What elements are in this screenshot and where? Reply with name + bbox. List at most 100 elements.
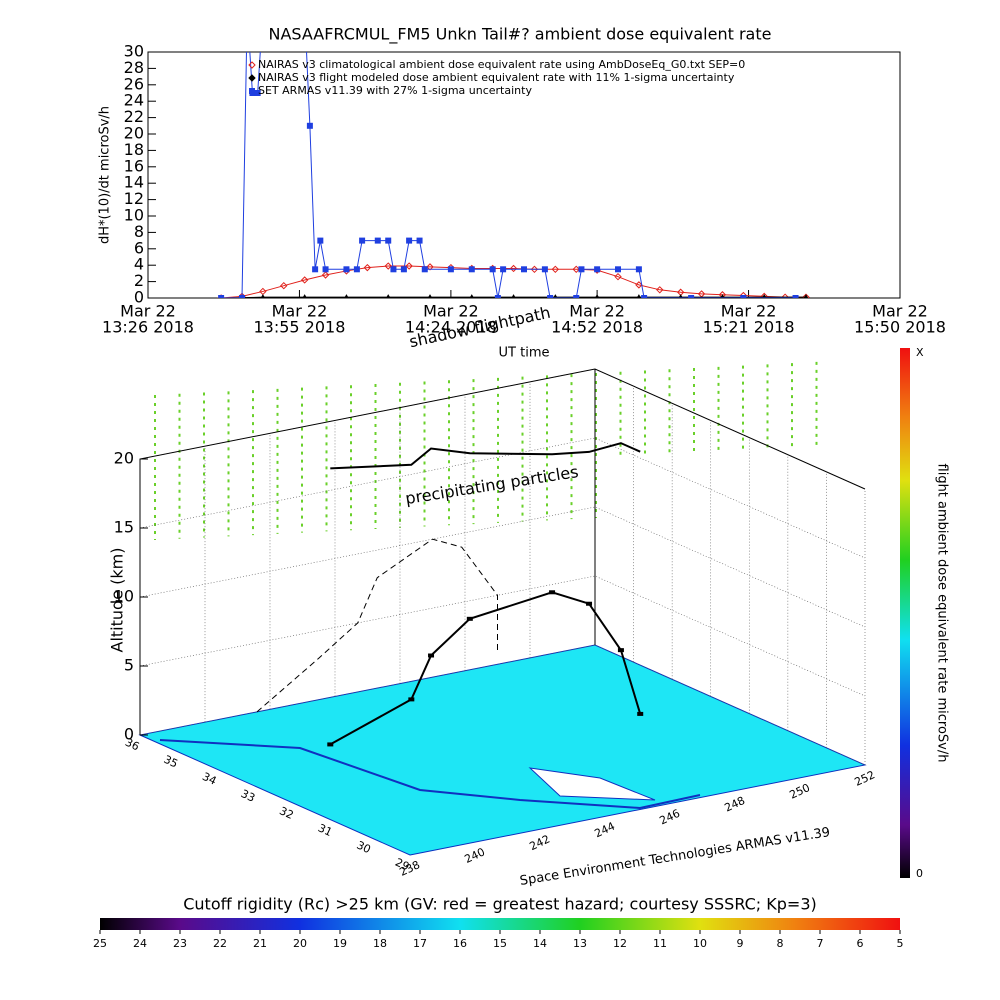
colorbar-tick-label: 20 — [293, 937, 307, 950]
point — [530, 265, 539, 274]
colorbar-title: Cutoff rigidity (Rc) >25 km (GV: red = g… — [183, 895, 817, 914]
flight-point — [466, 616, 473, 621]
credit: Space Environment Technologies ARMAS v11… — [519, 825, 831, 889]
y-tick-label: 20 — [124, 124, 144, 143]
lat-tick-label: 36 — [123, 736, 141, 754]
grid-line — [139, 506, 866, 628]
point — [636, 294, 642, 298]
y-tick-label: 18 — [124, 140, 144, 159]
dose-colorbar — [900, 348, 910, 878]
box-edge — [139, 368, 866, 735]
land — [528, 767, 656, 801]
point — [385, 294, 391, 298]
x-tick-label: Mar 22 — [721, 302, 777, 321]
colorbar-tick-label: 18 — [373, 937, 387, 950]
point — [761, 294, 767, 298]
point — [300, 276, 309, 284]
point — [302, 294, 307, 298]
colorbar-tick-label: 24 — [133, 937, 147, 950]
point — [390, 266, 397, 273]
point — [635, 281, 643, 289]
flight-point — [428, 653, 435, 658]
colorbar-tick-label: 10 — [693, 937, 707, 950]
x-tick-label: Mar 22 — [569, 302, 625, 321]
lat-tick-label: 29 — [393, 856, 411, 874]
floor-map — [138, 644, 867, 856]
point — [541, 266, 548, 273]
plot-area — [217, 8, 810, 298]
x-axis-label: UT time — [499, 346, 550, 361]
y-tick-label: 8 — [134, 222, 144, 241]
point — [760, 292, 768, 298]
colorbar-tick-label: 5 — [897, 937, 904, 950]
scene-3d: 0510152023824024224424624825025236353433… — [114, 361, 877, 879]
y-tick-label: 22 — [124, 107, 144, 126]
flight-point — [637, 711, 644, 716]
z-tick-label: 20 — [114, 449, 134, 468]
colorbar-tick-label: 21 — [253, 937, 267, 950]
colorbar-tick-label: 6 — [857, 937, 864, 950]
colorbar-tick-label: 13 — [573, 937, 587, 950]
colorbar-tick-label: 25 — [93, 937, 107, 950]
y-tick-label: 10 — [124, 206, 144, 225]
z-tick-label: 5 — [124, 656, 134, 675]
point — [260, 8, 266, 14]
colorbar-tick-label: 16 — [453, 937, 467, 950]
colorbar-title: flight ambient dose equivalent rate micr… — [935, 464, 950, 763]
point — [426, 263, 434, 271]
series-line — [221, 265, 806, 298]
point — [494, 295, 501, 298]
point — [511, 294, 516, 298]
point — [509, 264, 518, 273]
colorbar-tick-label: 15 — [493, 937, 507, 950]
point — [678, 294, 683, 298]
y-tick-label: 30 — [124, 42, 144, 61]
point — [572, 265, 580, 274]
point — [374, 237, 381, 244]
point — [384, 262, 392, 270]
point — [739, 291, 748, 298]
colorbar-tick-label: 19 — [333, 937, 347, 950]
point — [260, 294, 266, 298]
y-tick-label: 6 — [134, 238, 144, 257]
x-tick-label: Mar 22 — [272, 302, 328, 321]
colorbar-tick-label: 14 — [533, 937, 547, 950]
colorbar-tick-label: 23 — [173, 937, 187, 950]
point — [405, 262, 413, 270]
point — [802, 293, 810, 298]
point — [553, 294, 558, 298]
point — [280, 281, 288, 290]
legend-label: NAIRAS v3 flight modeled dose ambient eq… — [258, 71, 735, 84]
lat-tick-label: 30 — [355, 839, 373, 857]
point — [344, 294, 349, 298]
point — [792, 295, 799, 298]
colorbar-tick-label: 12 — [613, 937, 627, 950]
lon-tick-label: 246 — [658, 807, 683, 828]
point — [385, 237, 392, 244]
point — [740, 295, 747, 298]
x-tick-label: 14:24 2018 — [405, 318, 497, 337]
rigidity-colorbar — [100, 918, 900, 930]
flight-point — [408, 697, 415, 702]
z-tick-label: 0 — [124, 725, 134, 744]
point — [447, 266, 454, 273]
point — [573, 295, 580, 298]
point — [306, 122, 313, 129]
point — [469, 294, 475, 298]
grid-line — [139, 437, 866, 559]
point — [615, 266, 621, 273]
lat-tick-label: 33 — [239, 787, 257, 805]
wall-projection — [256, 538, 498, 713]
colorbar-tick-label: 7 — [817, 937, 824, 950]
lon-tick-label: 248 — [723, 794, 748, 815]
point — [803, 294, 809, 298]
chart-title: NASAAFRCMUL_FM5 Unkn Tail#? ambient dose… — [269, 25, 772, 45]
x-tick-label: 15:50 2018 — [854, 318, 946, 337]
lon-tick-label: 242 — [528, 833, 553, 854]
point — [406, 237, 413, 244]
plot-frame — [147, 51, 901, 299]
point — [656, 286, 664, 294]
z-axis-label: Altitude (km) — [108, 548, 127, 653]
y-tick-label: 26 — [124, 74, 144, 93]
point — [322, 266, 329, 273]
